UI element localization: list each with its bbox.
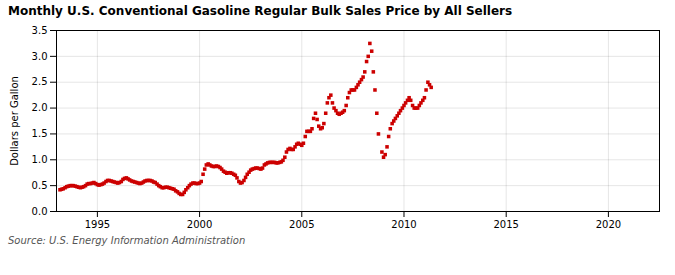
svg-text:3.0: 3.0 (32, 51, 48, 62)
svg-text:2.5: 2.5 (32, 76, 48, 87)
svg-text:1995: 1995 (85, 219, 110, 230)
svg-text:0.5: 0.5 (32, 180, 48, 191)
svg-text:2015: 2015 (493, 219, 518, 230)
svg-text:2005: 2005 (289, 219, 314, 230)
svg-text:1.0: 1.0 (32, 154, 48, 165)
svg-text:3.5: 3.5 (32, 25, 48, 36)
svg-text:2.0: 2.0 (32, 102, 48, 113)
svg-text:0.0: 0.0 (32, 206, 48, 217)
svg-text:2020: 2020 (596, 219, 621, 230)
svg-text:Dollars per Gallon: Dollars per Gallon (9, 76, 20, 166)
html-text:Monthly U.S. Conventional Gaso: Monthly U.S. Conventional Gasoline Regul… (8, 4, 513, 18)
svg-text:2000: 2000 (187, 219, 212, 230)
html-text:Source: U.S. Energy Informatio: Source: U.S. Energy Information Administ… (8, 235, 246, 246)
svg-text:2010: 2010 (391, 219, 416, 230)
svg-text:1.5: 1.5 (32, 128, 48, 139)
